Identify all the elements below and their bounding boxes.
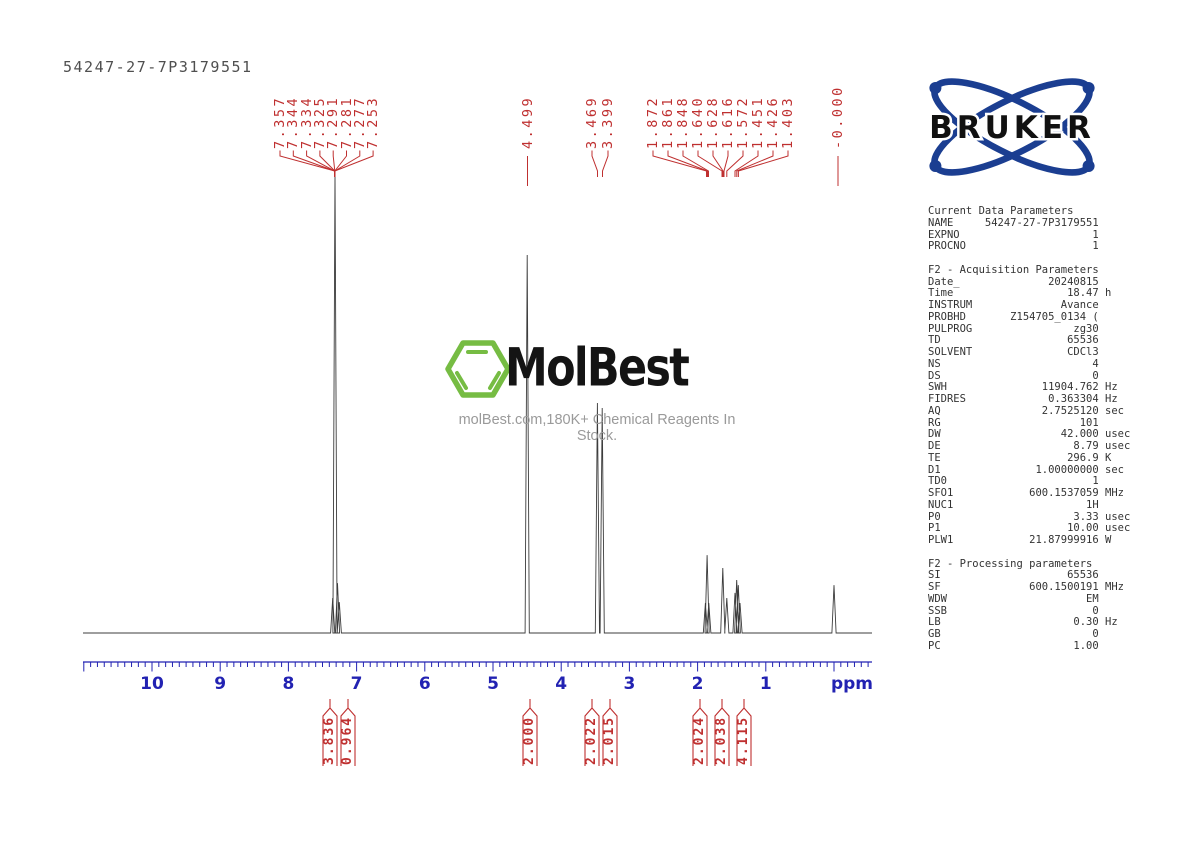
parameters-panel: Current Data Parameters NAME 54247-27-7P… <box>928 205 1131 652</box>
peak-shift-label: 3.469 <box>584 95 600 149</box>
x-axis-tick-label: 10 <box>140 674 164 694</box>
peak-shift-label: 1.616 <box>720 95 736 149</box>
integral-value-label: 2.015 <box>602 715 617 765</box>
integral-bracket <box>340 699 356 766</box>
peak-shift-label: 1.403 <box>780 95 796 149</box>
peak-label-connector <box>334 150 347 177</box>
bruker-wordmark: BRUKER <box>929 110 1095 146</box>
peak-label-connector <box>306 150 336 177</box>
peak-label-connector <box>334 150 361 177</box>
peak-shift-label: 1.861 <box>660 95 676 149</box>
peak-label-connector <box>736 150 774 177</box>
peak-shift-label: 4.499 <box>519 95 536 149</box>
molbest-brand-text: MolBest <box>505 336 690 399</box>
peak-shift-label: 1.451 <box>750 95 766 149</box>
peak-label-connector <box>737 150 789 177</box>
peak-label-connector <box>712 150 724 177</box>
integral-value-label: 2.038 <box>714 715 729 765</box>
peak-label-connector <box>292 150 336 177</box>
x-axis-tick-label: 5 <box>487 674 499 694</box>
integral-bracket <box>714 699 730 766</box>
integral-value-label: 2.000 <box>522 715 537 765</box>
integral-value-label: 3.836 <box>322 715 337 765</box>
peak-label-connector <box>682 150 709 177</box>
x-axis-tick-label: 4 <box>555 674 567 694</box>
integral-bracket <box>692 699 708 766</box>
nmr-trace <box>83 171 872 634</box>
integral-value-label: 2.024 <box>692 715 707 765</box>
peak-label-connector <box>723 150 729 177</box>
peak-shift-label: 7.253 <box>365 95 382 149</box>
peak-shift-label: 1.628 <box>705 95 721 149</box>
peak-shift-label: 1.572 <box>735 95 751 149</box>
orbit-dots <box>929 82 1095 172</box>
x-axis-tick-label: 8 <box>282 674 294 694</box>
peak-label-connector <box>652 150 707 177</box>
peak-shift-label: 1.426 <box>765 95 781 149</box>
integral-value-label: 2.022 <box>584 715 599 765</box>
peak-shift-label: 1.848 <box>675 95 691 149</box>
x-axis-tick-label: 3 <box>623 674 635 694</box>
bruker-logo: BRUKER <box>927 78 1095 176</box>
integral-value-label: 4.115 <box>736 715 751 765</box>
peak-shift-label: 1.872 <box>645 95 661 149</box>
benzene-hexagon-icon <box>445 340 511 398</box>
peak-label-connector <box>602 150 609 177</box>
peak-label-connector <box>667 150 708 177</box>
peak-label-connector <box>334 150 374 177</box>
peak-shift-label: 3.399 <box>600 95 616 149</box>
sample-id-title: 54247-27-7P3179551 <box>63 58 253 76</box>
peak-label-connector <box>697 150 723 177</box>
peak-label-connector <box>734 150 759 177</box>
integral-bracket <box>522 699 538 766</box>
peak-label-connector <box>279 150 336 177</box>
peak-label-connector <box>591 150 598 177</box>
x-axis-unit-label: ppm <box>831 674 873 694</box>
x-axis-tick-label: 7 <box>351 674 363 694</box>
integral-bracket <box>584 699 600 766</box>
molbest-tagline: molBest.com,180K+ Chemical Reagents In S… <box>458 412 736 444</box>
peak-shift-label: 1.640 <box>690 95 706 149</box>
integral-bracket <box>602 699 618 766</box>
x-axis-tick-label: 1 <box>760 674 772 694</box>
integral-value-label: 0.964 <box>340 715 355 765</box>
peak-shift-label: -0.000 <box>830 85 846 149</box>
x-axis-tick-label: 9 <box>214 674 226 694</box>
peak-label-connector <box>726 150 744 177</box>
x-axis-tick-label: 6 <box>419 674 431 694</box>
integral-bracket <box>736 699 752 766</box>
integral-bracket <box>322 699 338 766</box>
x-axis-tick-label: 2 <box>692 674 704 694</box>
